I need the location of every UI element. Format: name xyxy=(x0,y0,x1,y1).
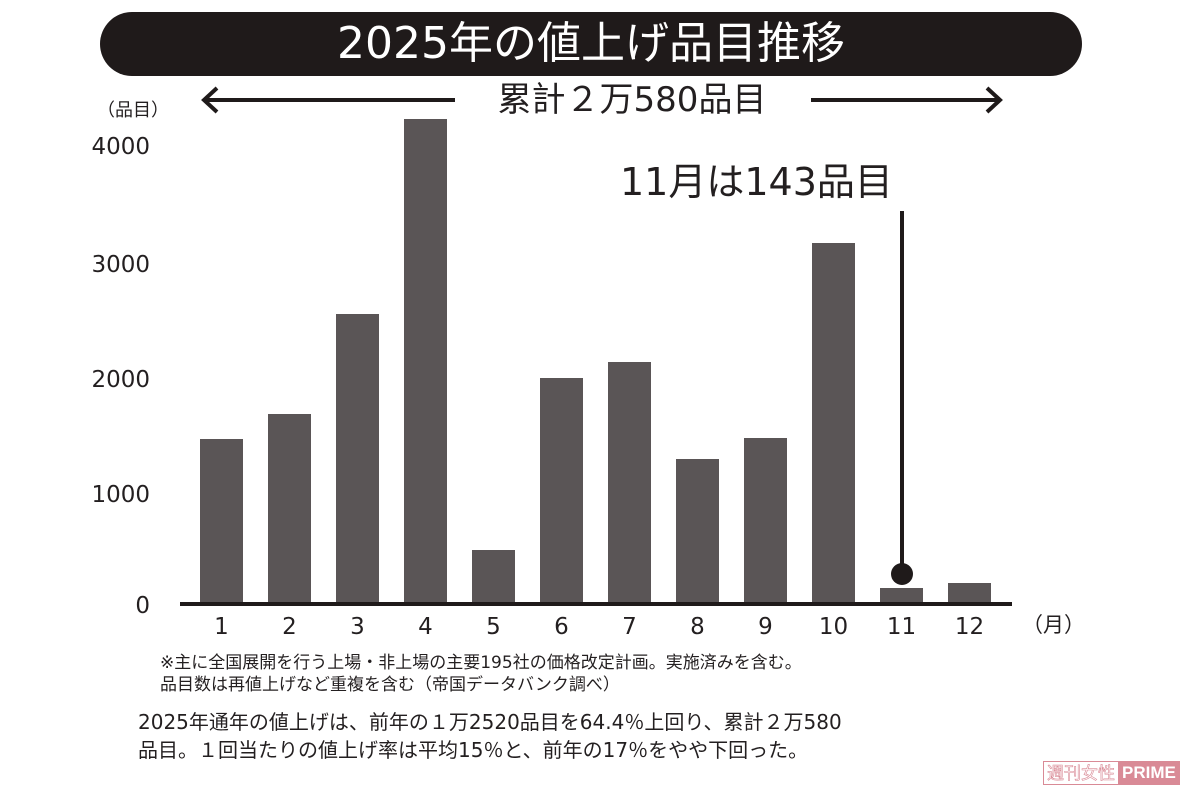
total-span-arrows xyxy=(201,86,1003,114)
y-tick-1000: 1000 xyxy=(91,482,150,508)
bar-month-2 xyxy=(268,414,311,604)
x-axis-unit: （月） xyxy=(1022,613,1085,637)
x-axis-line xyxy=(180,602,1012,606)
bar-month-3 xyxy=(336,314,379,604)
x-tick-5: 5 xyxy=(486,614,501,640)
x-tick-10: 10 xyxy=(818,614,849,640)
right-arrow-icon xyxy=(811,86,1003,114)
x-tick-9: 9 xyxy=(758,614,773,640)
x-tick-3: 3 xyxy=(350,614,365,640)
callout-dot-icon xyxy=(891,563,913,585)
bar-month-1 xyxy=(200,439,243,604)
callout-november: 11月は143品目 xyxy=(620,160,893,204)
bar-month-6 xyxy=(540,378,583,604)
footnote-line-2: 品目数は再値上げなど重複を含む（帝国データバンク調べ） xyxy=(160,675,620,695)
x-tick-1: 1 xyxy=(214,614,229,640)
title-banner: 2025年の値上げ品目推移 xyxy=(100,12,1082,76)
x-tick-11: 11 xyxy=(886,614,917,640)
y-tick-4000: 4000 xyxy=(91,134,150,160)
bar-month-9 xyxy=(744,438,787,604)
x-tick-4: 4 xyxy=(418,614,433,640)
callout-leader-line xyxy=(900,211,904,571)
bar-month-7 xyxy=(608,362,651,604)
chart-title: 2025年の値上げ品目推移 xyxy=(337,18,845,69)
x-tick-12: 12 xyxy=(954,614,985,640)
x-tick-7: 7 xyxy=(622,614,637,640)
x-tick-6: 6 xyxy=(554,614,569,640)
x-tick-2: 2 xyxy=(282,614,297,640)
bar-month-4 xyxy=(404,119,447,604)
bar-month-8 xyxy=(676,459,719,604)
summary-line-2: 品目。１回当たりの値上げ率は平均15％と、前年の17％をやや下回った。 xyxy=(138,738,809,762)
watermark-prime: PRIME xyxy=(1118,761,1180,785)
total-label: 累計２万580品目 xyxy=(497,80,767,120)
y-tick-2000: 2000 xyxy=(91,367,150,393)
left-arrow-icon xyxy=(201,86,455,114)
watermark-brand: 週刊女性 xyxy=(1043,761,1118,785)
x-tick-8: 8 xyxy=(690,614,705,640)
y-tick-0: 0 xyxy=(135,593,150,619)
bar-month-12 xyxy=(948,583,991,604)
bar-month-5 xyxy=(472,550,515,604)
summary-line-1: 2025年通年の値上げは、前年の１万2520品目を64.4％上回り、累計２万58… xyxy=(138,710,842,734)
footnote-line-1: ※主に全国展開を行う上場・非上場の主要195社の価格改定計画。実施済みを含む。 xyxy=(160,653,802,673)
publisher-watermark: 週刊女性 PRIME xyxy=(1043,761,1180,785)
y-tick-3000: 3000 xyxy=(91,252,150,278)
bar-month-10 xyxy=(812,243,855,604)
y-axis-unit: （品目） xyxy=(97,100,169,121)
bar-month-11 xyxy=(880,588,923,604)
